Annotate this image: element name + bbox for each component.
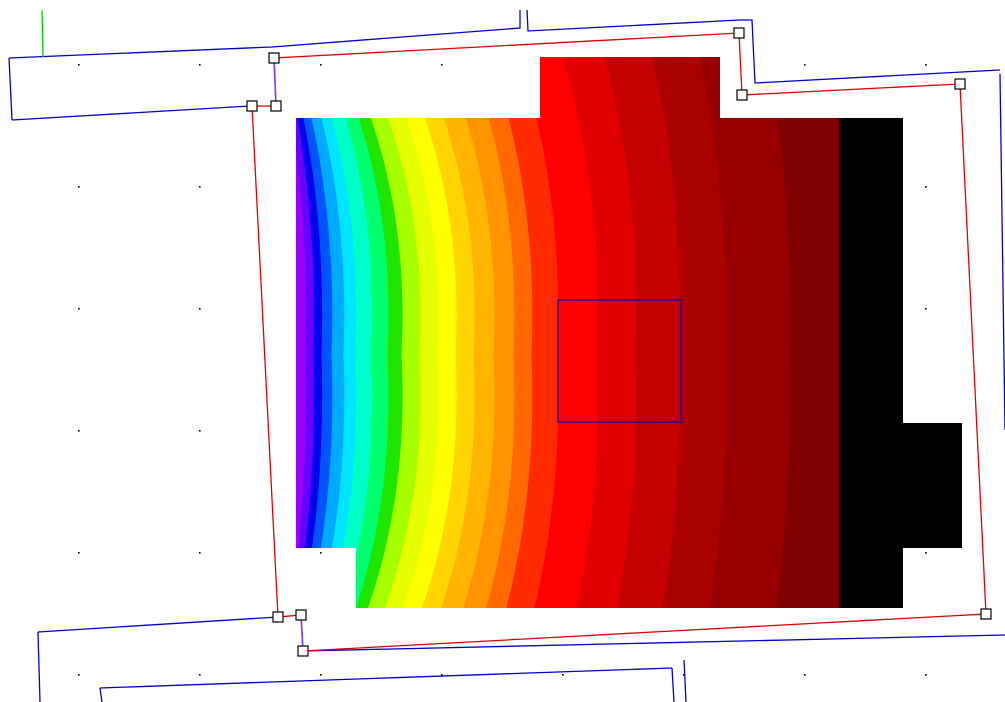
grid-dot (78, 64, 80, 66)
contour-plot (296, 57, 962, 608)
wall-top-left (8, 10, 521, 59)
grid-dot (925, 308, 927, 310)
grid-dot (199, 308, 201, 310)
wall-bottom-left-inner (99, 687, 103, 702)
grid-dot (199, 186, 201, 188)
grid-dot (78, 674, 80, 676)
boundary-node[interactable] (980, 608, 992, 620)
boundary-nodes[interactable] (246, 27, 992, 657)
wall-bottom-mid (671, 667, 675, 702)
wall-top (526, 9, 1001, 84)
wall-bottom-mid-2 (683, 659, 687, 702)
boundary-node[interactable] (268, 52, 280, 64)
boundary-node[interactable] (270, 100, 282, 112)
wall-right (999, 73, 1005, 431)
boundary-node[interactable] (295, 609, 307, 621)
boundary-node[interactable] (297, 645, 309, 657)
grid-dot (683, 674, 685, 676)
grid-dot (804, 64, 806, 66)
grid-dot (925, 186, 927, 188)
boundary-connectors (273, 57, 304, 652)
grid-dot (562, 674, 564, 676)
selection-box[interactable] (557, 299, 682, 423)
wall-top-left-inner (11, 105, 251, 121)
grid-dot (925, 64, 927, 66)
grid-dot (78, 430, 80, 432)
grid-dot (78, 186, 80, 188)
grid-dot (199, 674, 201, 676)
grid-dot (441, 64, 443, 66)
wall-bottom-left (37, 616, 279, 633)
grid-dot (925, 552, 927, 554)
boundary-node[interactable] (272, 611, 284, 623)
boundary-node[interactable] (733, 27, 745, 39)
wall-top-left-close (8, 57, 13, 121)
boundary-node[interactable] (736, 89, 748, 101)
grid-dot (804, 674, 806, 676)
grid-dot (320, 552, 322, 554)
grid-dot (320, 64, 322, 66)
grid-dot (199, 430, 201, 432)
grid-dot (925, 674, 927, 676)
wall-outlines[interactable] (8, 9, 1005, 702)
wall-bottom-inner (99, 667, 673, 689)
boundary-node[interactable] (246, 100, 258, 112)
wall-bottom-left-vert (37, 631, 41, 702)
grid-dot (199, 552, 201, 554)
wall-bottom (302, 634, 1005, 652)
grid-dot (78, 308, 80, 310)
boundary-node[interactable] (954, 78, 966, 90)
grid-dot (320, 674, 322, 676)
grid-dot (199, 64, 201, 66)
grid-dot (78, 552, 80, 554)
grid-dot (441, 674, 443, 676)
axis-marker (41, 9, 44, 58)
